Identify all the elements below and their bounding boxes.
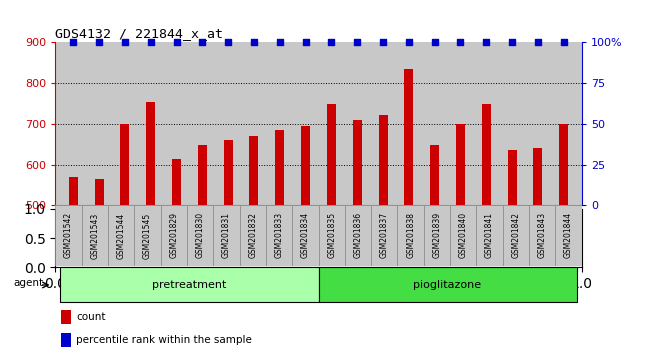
Bar: [371, 205, 398, 266]
Bar: [224, 140, 233, 205]
Text: GSM201839: GSM201839: [432, 212, 441, 258]
Bar: [404, 69, 413, 205]
Bar: [503, 205, 529, 266]
Bar: [240, 205, 266, 266]
Point: [94, 40, 105, 45]
Bar: [213, 205, 240, 266]
Text: GSM201829: GSM201829: [169, 212, 178, 258]
Point: [481, 40, 491, 45]
Bar: [60, 310, 71, 324]
Bar: [266, 205, 292, 266]
Bar: [424, 205, 450, 266]
Bar: [161, 205, 187, 266]
Text: GSM201838: GSM201838: [406, 212, 415, 258]
Point: [378, 40, 388, 45]
Point: [249, 40, 259, 45]
Bar: [172, 159, 181, 205]
Text: GSM201831: GSM201831: [222, 212, 231, 258]
Point: [455, 40, 465, 45]
Text: GSM201832: GSM201832: [248, 212, 257, 258]
Text: GSM201837: GSM201837: [380, 212, 389, 258]
Bar: [187, 205, 213, 266]
Point: [146, 40, 156, 45]
Bar: [69, 177, 78, 205]
Point: [533, 40, 543, 45]
Text: GSM201830: GSM201830: [196, 212, 205, 258]
Text: GSM201544: GSM201544: [116, 212, 125, 258]
Text: GSM201545: GSM201545: [143, 212, 152, 258]
Bar: [559, 124, 568, 205]
Point: [197, 40, 207, 45]
Text: count: count: [76, 312, 106, 322]
Text: GSM201835: GSM201835: [327, 212, 336, 258]
Text: GSM201836: GSM201836: [354, 212, 363, 258]
Bar: [398, 205, 424, 266]
Bar: [95, 179, 103, 205]
Point: [326, 40, 337, 45]
Text: percentile rank within the sample: percentile rank within the sample: [76, 335, 252, 345]
Point: [352, 40, 363, 45]
Text: GSM201834: GSM201834: [301, 212, 310, 258]
Bar: [534, 148, 542, 205]
Bar: [508, 150, 517, 205]
Bar: [82, 205, 108, 266]
Point: [172, 40, 182, 45]
Bar: [450, 205, 476, 266]
Bar: [353, 120, 362, 205]
Bar: [250, 136, 259, 205]
Bar: [146, 102, 155, 205]
Point: [558, 40, 569, 45]
Bar: [318, 268, 577, 302]
Point: [223, 40, 233, 45]
Bar: [456, 124, 465, 205]
Point: [68, 40, 79, 45]
Bar: [482, 103, 491, 205]
Text: agent: agent: [14, 278, 44, 288]
Text: GSM201543: GSM201543: [90, 212, 99, 258]
Point: [507, 40, 517, 45]
Point: [274, 40, 285, 45]
Text: GSM201842: GSM201842: [512, 212, 521, 258]
Bar: [60, 333, 71, 347]
Bar: [318, 205, 345, 266]
Text: GSM201840: GSM201840: [459, 212, 468, 258]
Bar: [345, 205, 371, 266]
Bar: [198, 145, 207, 205]
Bar: [120, 124, 129, 205]
Bar: [529, 205, 556, 266]
Point: [120, 40, 130, 45]
Point: [300, 40, 311, 45]
Bar: [60, 268, 318, 302]
Bar: [556, 205, 582, 266]
Text: GSM201833: GSM201833: [274, 212, 283, 258]
Point: [404, 40, 414, 45]
Text: GSM201841: GSM201841: [485, 212, 494, 258]
Bar: [292, 205, 318, 266]
Bar: [327, 104, 336, 205]
Text: pretreatment: pretreatment: [152, 280, 227, 290]
Bar: [378, 115, 387, 205]
Text: GSM201843: GSM201843: [538, 212, 547, 258]
Text: GDS4132 / 221844_x_at: GDS4132 / 221844_x_at: [55, 27, 223, 40]
Text: GSM201844: GSM201844: [564, 212, 573, 258]
Bar: [476, 205, 503, 266]
Bar: [108, 205, 135, 266]
Bar: [55, 205, 82, 266]
Bar: [135, 205, 161, 266]
Bar: [275, 130, 284, 205]
Text: GSM201542: GSM201542: [64, 212, 73, 258]
Point: [430, 40, 440, 45]
Bar: [430, 145, 439, 205]
Bar: [301, 126, 310, 205]
Text: pioglitazone: pioglitazone: [413, 280, 482, 290]
